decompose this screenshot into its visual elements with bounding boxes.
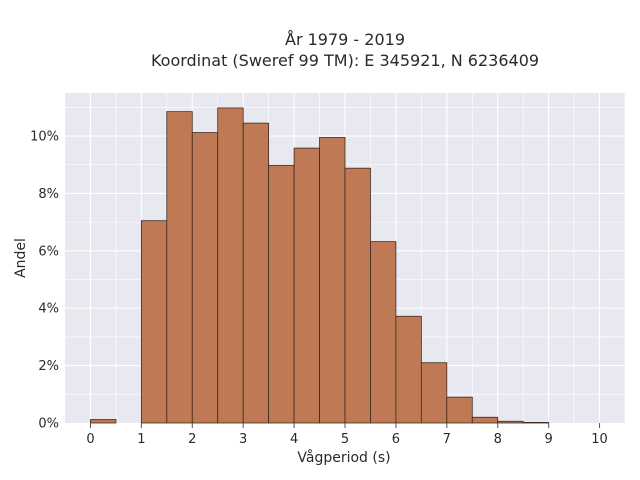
x-tick-label: 6 <box>392 432 400 447</box>
x-axis-ticks: 0 1 2 3 4 5 6 7 8 9 10 <box>86 423 608 447</box>
histogram-bar <box>420 362 448 424</box>
y-axis-label: Andel <box>13 238 29 278</box>
histogram-bar <box>90 419 117 424</box>
x-tick-label: 7 <box>443 432 451 447</box>
x-tick-label: 2 <box>188 432 196 447</box>
y-axis-ticks: 0% 2% 4% 6% 8% 10% <box>30 130 59 432</box>
y-tick-label: 6% <box>38 244 59 259</box>
y-tick-label: 10% <box>30 130 59 145</box>
histogram-bar <box>242 122 270 424</box>
histogram-bar <box>293 147 320 424</box>
bars <box>90 107 550 424</box>
x-tick-label: 1 <box>137 432 145 447</box>
y-tick-label: 0% <box>38 417 59 432</box>
histogram-bar <box>370 241 397 424</box>
x-tick-label: 10 <box>591 432 608 447</box>
y-tick-label: 8% <box>38 187 59 202</box>
y-tick-label: 4% <box>38 302 59 317</box>
histogram-bar <box>268 164 295 424</box>
x-tick-label: 9 <box>544 432 552 447</box>
histogram-bar <box>140 220 168 424</box>
histogram-bar <box>395 315 422 424</box>
chart-title-line1: År 1979 - 2019 <box>285 30 405 49</box>
y-tick-label: 2% <box>38 359 59 374</box>
histogram-bar <box>319 137 346 424</box>
histogram-bar <box>471 416 499 424</box>
histogram-bar <box>446 396 473 424</box>
histogram-bar <box>191 132 219 424</box>
x-tick-label: 0 <box>86 432 94 447</box>
histogram-bar <box>344 167 371 424</box>
x-tick-label: 4 <box>290 432 298 447</box>
x-axis-label: Vågperiod (s) <box>297 449 390 466</box>
chart-title-line2: Koordinat (Sweref 99 TM): E 345921, N 62… <box>151 51 539 70</box>
histogram-bar <box>522 422 550 424</box>
histogram-bar <box>166 111 193 424</box>
x-tick-label: 5 <box>341 432 349 447</box>
x-tick-label: 8 <box>494 432 502 447</box>
histogram-bar <box>497 420 524 424</box>
x-tick-label: 3 <box>239 432 247 447</box>
histogram-bar <box>217 107 244 424</box>
